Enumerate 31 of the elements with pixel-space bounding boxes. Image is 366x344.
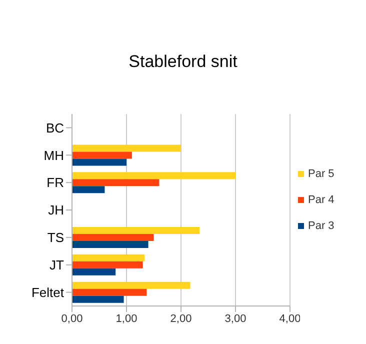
bar [72, 268, 116, 276]
bar [72, 261, 143, 268]
bar [72, 234, 154, 242]
y-tick-label: JT [50, 257, 64, 272]
legend-label: Par 4 [307, 194, 334, 206]
x-tick-label: 1,00 [116, 312, 138, 325]
bar [72, 227, 200, 234]
bar [72, 179, 160, 186]
y-tick-label: FR [46, 175, 64, 190]
y-tick-label: MH [44, 148, 64, 163]
y-tick-label: BC [46, 120, 64, 136]
bar [72, 158, 126, 166]
y-tick-label: JH [48, 202, 64, 218]
legend-label: Par 5 [307, 168, 334, 180]
y-tick-label: Feltet [31, 284, 64, 300]
bar [72, 254, 144, 262]
bar [72, 288, 147, 296]
bar [72, 172, 236, 180]
bar [72, 282, 190, 289]
x-tick-label: 3,00 [224, 312, 246, 325]
chart-title: Stableford snit [128, 52, 238, 72]
bar [72, 144, 181, 152]
bar [72, 152, 132, 159]
y-tick-label: TS [47, 230, 64, 246]
x-tick-label: 2,00 [170, 312, 192, 325]
x-tick-label: 4,00 [279, 312, 301, 325]
bar [72, 186, 105, 194]
x-tick-label: 0,00 [61, 312, 83, 325]
bar [72, 296, 124, 303]
bar [72, 241, 148, 248]
legend-label: Par 3 [307, 220, 334, 232]
